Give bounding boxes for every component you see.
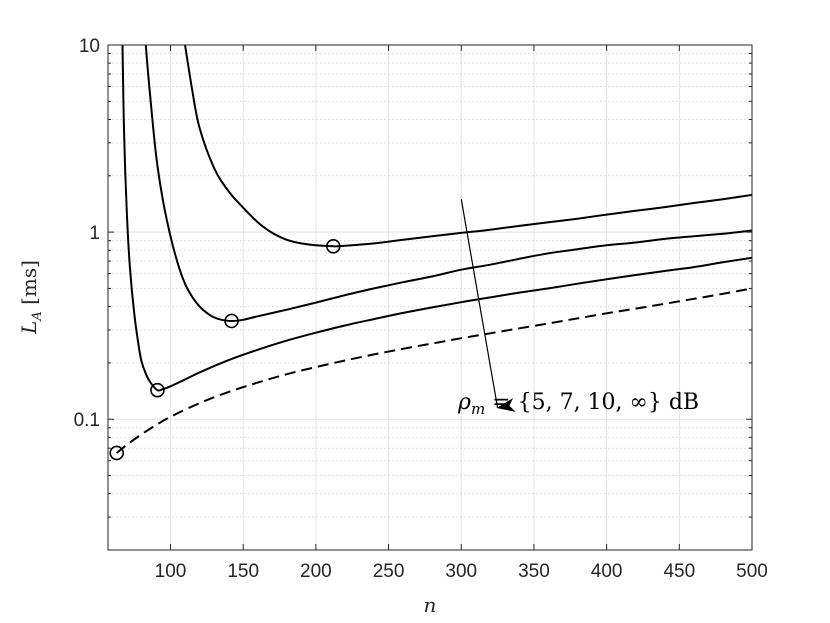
x-tick-label: 300 — [445, 561, 477, 582]
x-axis-label: n — [424, 593, 437, 617]
annotation-text: ρm = {5, 7, 10, ∞} dB — [457, 390, 699, 418]
plot-area — [108, 45, 752, 550]
x-tick-label: 250 — [373, 561, 405, 582]
y-axis-label: LA [ms] — [17, 260, 45, 335]
y-axis-subscript: A — [30, 311, 45, 321]
y-tick-label: 0.1 — [74, 410, 100, 431]
x-tick-label: 500 — [736, 561, 768, 582]
x-tick-label: 100 — [155, 561, 187, 582]
y-tick-label: 10 — [79, 36, 100, 57]
axis-ticks: 100 150 200 250 300 350 400 450 500 0.1 1 10 — [74, 36, 768, 582]
minimum-marker — [150, 382, 165, 398]
svg-text:LA [ms]: LA [ms] — [17, 260, 45, 335]
minimum-marker — [224, 313, 239, 329]
y-tick-label: 1 — [89, 223, 100, 244]
annotation-subscript: m — [471, 400, 485, 418]
x-tick-label: 400 — [591, 561, 623, 582]
series-line-rho-10 — [121, 44, 753, 392]
x-tick-label: 450 — [663, 561, 695, 582]
x-tick-label: 150 — [227, 561, 259, 582]
y-axis-symbol: L — [17, 321, 41, 335]
series-line-rho-inf — [116, 287, 753, 454]
plot-frame — [107, 44, 753, 551]
series-line-rho-7 — [144, 44, 753, 323]
series-line-rho-5 — [184, 44, 753, 248]
annotation-arrow — [460, 199, 516, 412]
y-axis-unit: [ms] — [17, 260, 41, 305]
minimum-marker — [109, 445, 125, 461]
annotation-rho: ρ — [457, 390, 471, 415]
series-layer — [116, 44, 753, 454]
minimum-markers — [109, 238, 341, 461]
annotation-body: = {5, 7, 10, ∞} dB — [485, 390, 699, 415]
minimum-marker — [326, 238, 341, 254]
x-tick-label: 200 — [300, 561, 332, 582]
x-tick-label: 350 — [518, 561, 550, 582]
